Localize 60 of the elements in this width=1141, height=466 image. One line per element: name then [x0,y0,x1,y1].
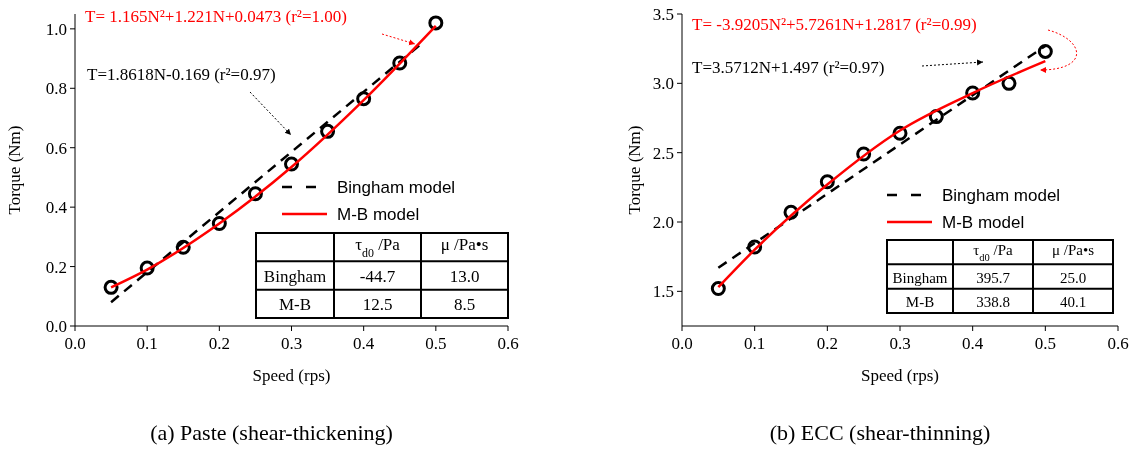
y-axis-title: Torque (Nm) [5,125,24,215]
x-tick-label: 0.6 [497,334,519,353]
annotation: T=3.5712N+1.497 (r²=0.97) [692,58,885,77]
x-tick-label: 0.5 [425,334,447,353]
point [103,279,119,295]
legend-label: M-B model [337,205,420,224]
x-tick-label: 0.0 [64,334,86,353]
text: (a) Paste (shear-thickening) [150,420,393,445]
point [856,146,872,162]
x-tick-label: 0.4 [353,334,375,353]
x-axis-title: Speed (rps) [861,366,939,385]
annotation: T= 1.165N²+1.221N+0.0473 (r²=1.00) [85,7,347,26]
annotation: τ$_{d0}$ /Pa [973,242,1014,263]
annotation: Bingham [892,269,948,286]
y-tick-label: 3.5 [652,5,674,24]
x-tick-label: 0.4 [962,334,984,353]
y-tick-label: 3.0 [652,74,674,94]
annotation: 40.1 [1059,293,1087,310]
annotation: μ /Pa•s [1051,242,1095,259]
annotation: 25.0 [1059,269,1087,286]
point [428,15,444,31]
annotation: 8.5 [453,294,476,314]
x-tick-label: 0.5 [1034,334,1056,353]
point [1037,43,1053,59]
x-tick-label: 0.0 [671,334,693,353]
x-tick-label: 0.3 [280,334,303,353]
annotation: -44.7 [359,266,396,286]
annotation: T= -3.9205N²+5.7261N+1.2817 (r²=0.99) [692,15,977,34]
x-tick-label: 0.2 [208,334,230,353]
x-tick-label: 0.6 [1107,334,1129,353]
annotation: 338.8 [976,293,1010,310]
x-tick-label: 0.1 [136,334,158,353]
legend-label: Bingham model [337,178,456,197]
annotation: M-B [905,293,935,310]
x-axis-title: Speed (rps) [252,366,331,385]
y-tick-label: 0.0 [45,317,67,336]
annotation: T=1.8618N-0.169 (r²=0.97) [87,65,276,84]
annotation: 395.7 [976,269,1011,286]
x-tick-label: 0.2 [816,334,838,353]
y-tick-label: 1.5 [652,282,674,302]
annotation: Bingham [263,266,327,286]
y-tick-label: 2.5 [652,143,674,163]
annotation: 12.5 [362,294,393,314]
annotation: M-B [278,294,312,314]
x-tick-label: 0.1 [744,334,766,353]
y-axis-title: Torque (Nm) [625,125,644,215]
annotation: 13.0 [449,266,480,286]
legend-label: Bingham model [942,186,1061,205]
text: (b) ECC (shear-thinning) [769,420,991,445]
point [356,91,372,107]
y-tick-label: 0.2 [45,257,67,277]
y-tick-label: 1.0 [45,19,67,39]
y-tick-label: 0.8 [45,79,67,99]
x-tick-label: 0.3 [889,334,911,353]
annotation: τ$_{d0}$ /Pa [355,235,401,261]
annotation: μ /Pa•s [440,235,489,255]
legend-label: M-B model [942,213,1025,232]
y-tick-label: 0.6 [45,138,67,158]
y-tick-label: 0.4 [45,198,68,218]
y-tick-label: 2.0 [652,213,674,232]
